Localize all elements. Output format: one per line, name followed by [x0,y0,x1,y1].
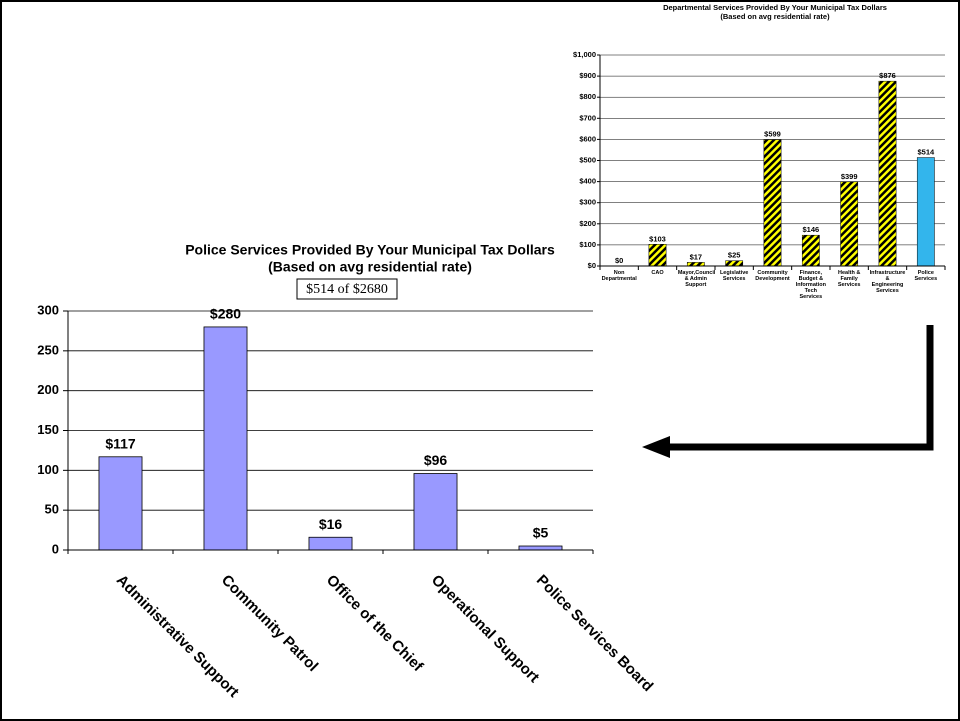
x-tick-label: Non Departmental [601,270,637,282]
bar-hatch [687,262,705,266]
arrow [668,325,934,451]
x-tick-label: Legislative Services [719,270,749,282]
value-label: $599 [764,130,781,139]
chart-title: Departmental Services Provided By Your M… [663,3,887,12]
value-label: $25 [728,251,741,260]
chart-subtitle: (Based on avg residential rate) [268,259,472,275]
bar [518,545,563,551]
bar-hatch [878,81,897,266]
bar-hatch [648,244,667,266]
value-label: $280 [210,306,241,322]
bar [98,456,143,551]
bar-hatch [840,181,858,266]
value-label: $876 [879,71,896,80]
y-tick-label: $400 [579,177,596,186]
y-tick-label: $800 [579,92,596,101]
value-label: $96 [424,452,448,468]
y-tick-label: $1,000 [573,50,596,59]
value-label: $16 [319,516,343,532]
y-tick-label: 50 [45,502,59,517]
bar-hatch [763,139,782,266]
bar [308,536,353,551]
chart-subtitle: (Based on avg residential rate) [720,12,830,21]
y-tick-label: $900 [579,71,596,80]
x-tick-label: Health & Family Services [837,270,861,288]
x-tick-label: Office of the Chief [323,572,427,676]
value-label: $117 [105,435,136,451]
y-tick-label: $700 [579,113,596,122]
y-tick-label: 200 [37,382,59,397]
value-label: $17 [690,252,703,261]
x-tick-label: Finance, Budget & Information Tech Servi… [795,270,826,300]
y-tick-label: $500 [579,155,596,164]
y-tick-label: 300 [37,302,59,317]
x-tick-label: CAO [651,270,664,276]
y-tick-label: 100 [37,462,59,477]
x-tick-label: Infrastructure & Engineering Services [869,270,906,294]
bar-hatch [802,235,820,266]
value-label: $0 [615,256,623,265]
bar [413,473,458,551]
x-tick-label: Operational Support [428,572,543,687]
x-tick-label: Mayor,Council & Admin Support [677,270,716,288]
value-label: $399 [841,172,858,181]
y-tick-label: $600 [579,134,596,143]
y-tick-label: $200 [579,219,596,228]
x-tick-label: Community Patrol [218,572,321,675]
chart-title: Police Services Provided By Your Municip… [185,242,555,258]
arrow-head [642,436,670,458]
bar-hatch [725,260,743,266]
annotation-box [296,278,398,300]
y-tick-label: $0 [588,261,596,270]
x-tick-label: Police Services Board [533,572,656,695]
x-tick-label: Administrative Support [113,572,242,701]
value-label: $146 [802,225,819,234]
x-tick-label: Police Services [914,270,938,282]
y-tick-label: 150 [37,422,59,437]
value-label: $514 [917,148,935,157]
bar [203,326,248,551]
annotation: $514 of $2680 [306,282,388,297]
bar [916,157,935,267]
value-label: $103 [649,234,666,243]
y-tick-label: $300 [579,198,596,207]
y-tick-label: $100 [579,240,596,249]
y-tick-label: 0 [52,541,59,556]
value-label: $5 [533,525,549,541]
x-tick-label: Community Development [755,270,790,282]
y-tick-label: 250 [37,342,59,357]
